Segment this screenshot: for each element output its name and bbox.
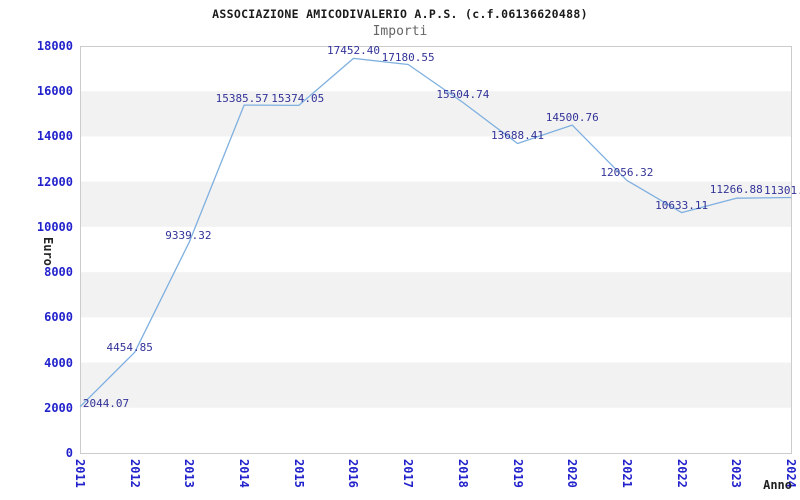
y-tick-label: 8000 [44, 265, 73, 280]
data-point-label: 15385.57 [215, 92, 269, 106]
chart-subtitle: Importi [372, 24, 428, 39]
y-tick-label: 18000 [36, 39, 73, 53]
x-axis-title: Anno [763, 478, 792, 492]
data-point-label: 15504.74 [436, 88, 490, 102]
data-point-label: 11301. [764, 184, 800, 198]
x-tick-label: 2021 [619, 459, 634, 488]
x-tick-label: 2018 [455, 459, 470, 488]
data-point-label: 15374.05 [271, 92, 325, 106]
y-tick-label: 16000 [36, 84, 73, 99]
y-axis-title: Euro [41, 237, 55, 266]
data-point-label: 14500.76 [545, 111, 599, 125]
data-point-label: 13688.41 [491, 129, 545, 143]
data-point-label: 9339.32 [165, 228, 212, 242]
data-point-label: 12056.32 [600, 166, 654, 180]
chart-title: ASSOCIAZIONE AMICODIVALERIO A.P.S. (c.f.… [212, 7, 588, 21]
x-tick-label: 2015 [291, 459, 306, 488]
series-line-importi [79, 57, 792, 408]
y-tick-label: 6000 [44, 310, 73, 325]
data-point-label: 10633.11 [655, 198, 709, 212]
x-tick-label: 2023 [729, 459, 744, 488]
plot-border [80, 46, 792, 454]
grid-band [80, 91, 791, 137]
data-point-label: 4454.85 [106, 341, 153, 355]
data-point-label: 2044.07 [82, 396, 130, 410]
x-tick-label: 2020 [565, 459, 580, 488]
x-tick-label: 2014 [237, 459, 252, 488]
x-tick-label: 2022 [674, 459, 689, 488]
x-tick-label: 2011 [73, 459, 87, 488]
grid-band [80, 362, 791, 408]
x-tick-label: 2016 [346, 459, 361, 488]
y-tick-label: 4000 [44, 355, 73, 370]
x-tick-label: 2019 [510, 459, 525, 488]
y-tick-label: 12000 [36, 174, 73, 189]
x-tick-label: 2017 [401, 459, 416, 488]
grid-band [80, 272, 791, 318]
y-tick-label: 14000 [36, 129, 73, 144]
y-tick-label: 0 [65, 446, 73, 460]
x-tick-label: 2013 [182, 459, 197, 488]
data-point-label: 17452.40 [326, 44, 380, 58]
data-point-label: 11266.88 [709, 183, 763, 197]
data-point-label: 17180.55 [381, 50, 435, 64]
y-tick-label: 2000 [44, 400, 73, 415]
x-tick-label: 2012 [127, 459, 142, 488]
y-tick-label: 10000 [36, 219, 73, 234]
